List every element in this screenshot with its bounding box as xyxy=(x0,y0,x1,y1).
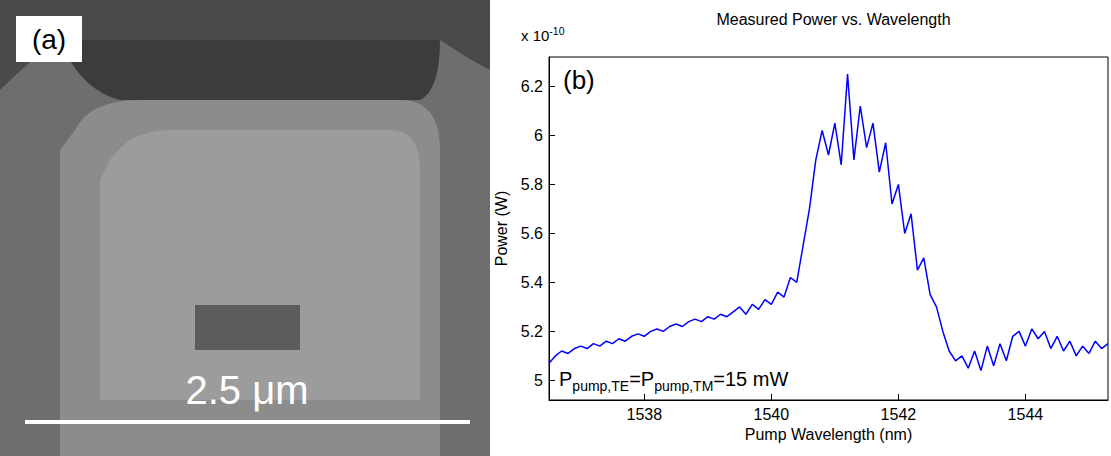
html-text:Ppump,TE=Ppump,TM=15 mW: Ppump,TE=Ppump,TM=15 mW xyxy=(559,368,789,394)
svg-text:6.2: 6.2 xyxy=(521,78,543,95)
svg-text:1540: 1540 xyxy=(754,406,790,423)
svg-text:2.5 μm: 2.5 μm xyxy=(185,368,308,412)
svg-text:1542: 1542 xyxy=(881,406,917,423)
svg-text:5.8: 5.8 xyxy=(521,176,543,193)
html-text:x 10-10: x 10-10 xyxy=(521,25,565,44)
svg-text:(a): (a) xyxy=(32,24,66,55)
svg-text:5.2: 5.2 xyxy=(521,323,543,340)
svg-text:Pump Wavelength (nm): Pump Wavelength (nm) xyxy=(745,426,912,443)
svg-text:Power (W): Power (W) xyxy=(493,191,510,267)
svg-text:6: 6 xyxy=(534,127,543,144)
svg-text:5.6: 5.6 xyxy=(521,225,543,242)
html-text:(b): (b) xyxy=(563,65,595,95)
svg-text:1538: 1538 xyxy=(626,406,662,423)
svg-text:1544: 1544 xyxy=(1008,406,1044,423)
svg-text:5: 5 xyxy=(534,372,543,389)
svg-text:5.4: 5.4 xyxy=(521,274,543,291)
svg-text:Measured Power vs. Wavelength: Measured Power vs. Wavelength xyxy=(716,11,950,28)
